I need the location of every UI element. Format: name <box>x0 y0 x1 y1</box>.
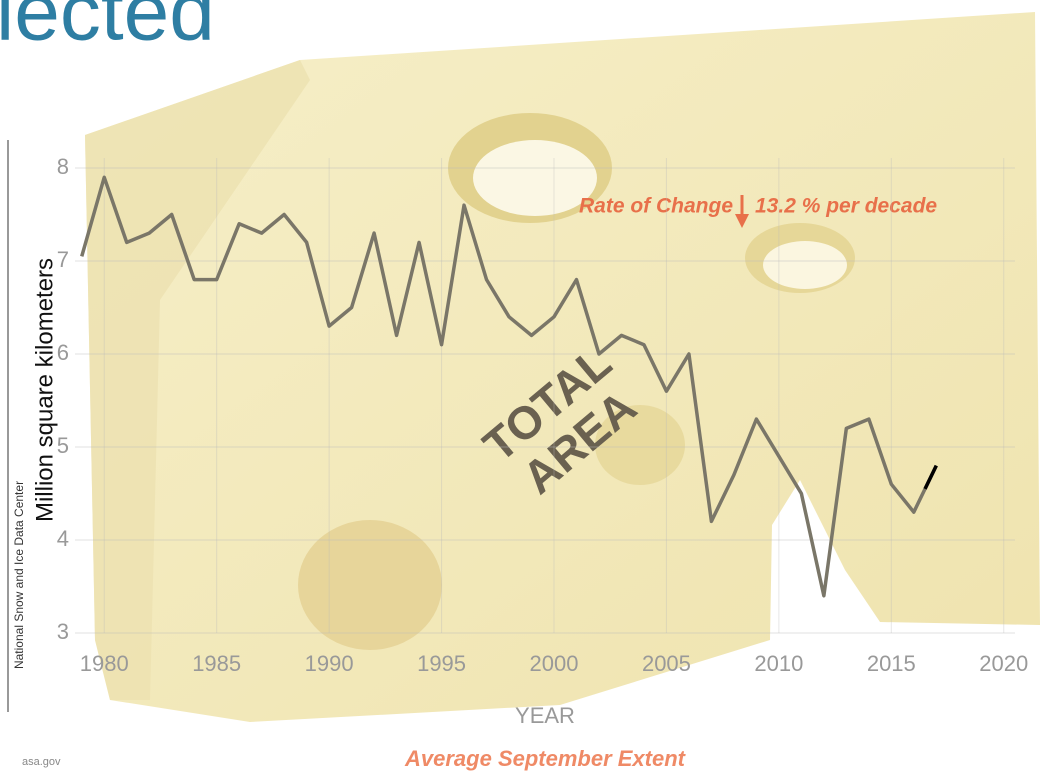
x-tick-label: 2010 <box>754 651 803 676</box>
y-tick-label: 7 <box>57 247 69 272</box>
x-tick-label: 2015 <box>867 651 916 676</box>
url-fragment: asa.gov <box>22 756 61 768</box>
annotation: 13.2 % per decade <box>755 195 937 218</box>
page: {"chart_data": { "type": "line", "title"… <box>0 0 1059 776</box>
y-axis-label: Million square kilometers <box>31 258 58 522</box>
source: National Snow and Ice Data Center <box>12 481 26 669</box>
y-tick-label: 3 <box>57 619 69 644</box>
y-tick-label: 4 <box>57 526 69 551</box>
x-tick-label: 1995 <box>417 651 466 676</box>
x-axis-label: YEAR <box>515 703 575 728</box>
x-tick-label: 1985 <box>192 651 241 676</box>
annotation: Rate of Change <box>579 195 733 218</box>
caption: Average September Extent <box>404 746 687 771</box>
x-tick-label: 2020 <box>979 651 1028 676</box>
x-tick-label: 1990 <box>305 651 354 676</box>
y-tick-label: 8 <box>57 154 69 179</box>
chart: lected National Snow and Ice Data Center… <box>0 0 1059 776</box>
y-tick-label: 5 <box>57 433 69 458</box>
x-tick-label: 2005 <box>642 651 691 676</box>
x-tick-label: 1980 <box>80 651 129 676</box>
x-tick-label: 2000 <box>530 651 579 676</box>
title: lected <box>0 0 215 58</box>
y-tick-label: 6 <box>57 340 69 365</box>
